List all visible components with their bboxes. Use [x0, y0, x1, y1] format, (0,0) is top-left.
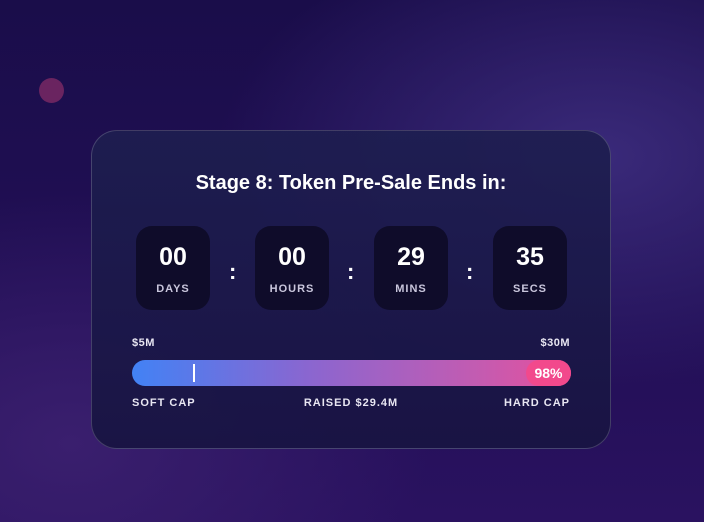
percent-badge: 98%	[526, 360, 571, 386]
soft-cap-marker	[193, 364, 195, 382]
mins-value: 29	[397, 243, 425, 271]
mins-label: MINS	[395, 283, 427, 295]
separator: :	[347, 259, 355, 284]
decorative-orb	[39, 78, 64, 103]
progress-bar: 98%	[132, 360, 571, 386]
secs-label: SECS	[513, 283, 547, 295]
presale-card: Stage 8: Token Pre-Sale Ends in: 00 DAYS …	[91, 130, 611, 449]
raised-label: RAISED $29.4M	[303, 397, 399, 409]
separator: :	[229, 259, 237, 284]
max-cap-label: $30M	[540, 337, 570, 349]
separator: :	[466, 259, 474, 284]
hard-cap-label: HARD CAP	[503, 397, 570, 409]
countdown-secs: 35 SECS	[493, 226, 567, 310]
countdown-title: Stage 8: Token Pre-Sale Ends in:	[195, 172, 507, 194]
countdown-hours: 00 HOURS	[255, 226, 329, 310]
days-value: 00	[159, 243, 187, 271]
countdown-days: 00 DAYS	[136, 226, 210, 310]
soft-cap-label: SOFT CAP	[132, 397, 196, 409]
min-cap-label: $5M	[132, 337, 155, 349]
countdown-mins: 29 MINS	[374, 226, 448, 310]
hours-label: HOURS	[269, 283, 315, 295]
days-label: DAYS	[156, 283, 190, 295]
hours-value: 00	[278, 243, 306, 271]
secs-value: 35	[516, 243, 544, 271]
